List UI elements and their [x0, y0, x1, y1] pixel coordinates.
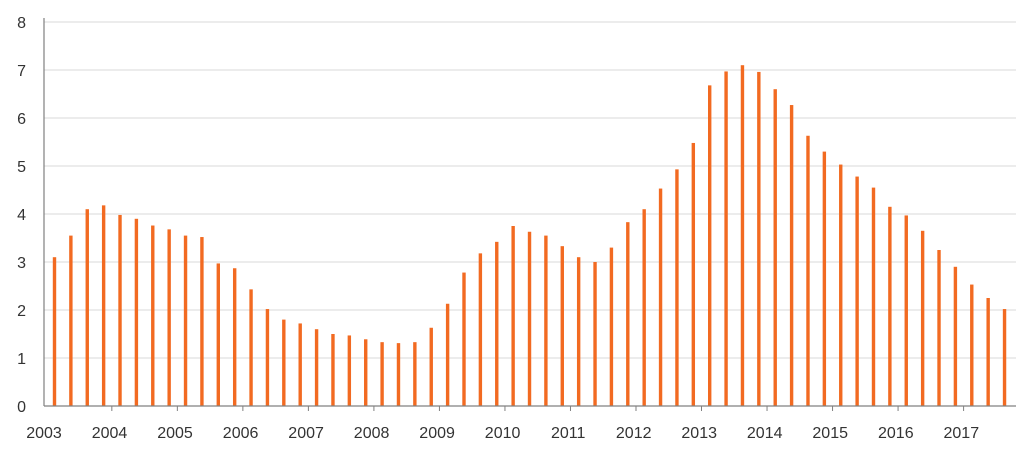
- y-tick-label: 1: [17, 351, 26, 368]
- bar: [560, 246, 564, 406]
- bar: [986, 298, 990, 406]
- x-tick-label: 2017: [944, 425, 980, 442]
- y-tick-label: 7: [17, 63, 26, 80]
- bar: [265, 309, 270, 406]
- y-tick-label: 0: [17, 399, 26, 416]
- bars: [52, 65, 1007, 407]
- bar: [675, 169, 679, 406]
- x-axis-tick-labels: 2003 2004 2005 2006 2007 2008 2009 2010 2011 2012…: [26, 425, 979, 442]
- bar: [200, 237, 204, 406]
- bar: [576, 257, 581, 406]
- bar: [708, 85, 712, 407]
- bar: [167, 229, 171, 406]
- bar: [888, 206, 892, 406]
- bar: [970, 284, 974, 406]
- bar: [183, 235, 188, 406]
- x-tick-label: 2004: [92, 425, 128, 442]
- bar: [806, 135, 810, 406]
- bar: [118, 214, 122, 406]
- bar: [789, 105, 794, 406]
- bar: [609, 247, 614, 406]
- x-tick-label: 2009: [419, 425, 455, 442]
- bar: [314, 329, 319, 406]
- bar: [757, 71, 761, 407]
- bar: [364, 339, 368, 406]
- bar: [151, 225, 155, 406]
- x-tick-label: 2008: [354, 425, 390, 442]
- bar: [396, 343, 401, 406]
- bar: [593, 262, 597, 406]
- bar: [855, 176, 859, 406]
- bar: [511, 226, 515, 406]
- bar: [642, 209, 646, 406]
- bar: [822, 151, 827, 406]
- bar: [462, 272, 466, 406]
- bar: [1002, 309, 1007, 406]
- bar: [249, 289, 253, 406]
- bar: [101, 205, 106, 406]
- x-tick-label: 2006: [223, 425, 259, 442]
- y-tick-label: 3: [17, 255, 26, 272]
- bar: [658, 188, 663, 406]
- y-tick-label: 6: [17, 111, 26, 128]
- bar: [691, 142, 696, 406]
- bar: [773, 89, 777, 406]
- bar: [413, 342, 417, 406]
- x-tick-label: 2003: [26, 425, 62, 442]
- x-tick-label: 2014: [747, 425, 783, 442]
- x-tick-label: 2007: [288, 425, 324, 442]
- x-tick-label: 2010: [485, 425, 521, 442]
- bar: [527, 231, 532, 406]
- x-tick-label: 2016: [878, 425, 914, 442]
- bar: [953, 266, 958, 406]
- bar: [904, 215, 908, 406]
- bar: [920, 230, 925, 406]
- bar: [495, 241, 499, 406]
- bar: [724, 71, 728, 406]
- y-tick-label: 2: [17, 303, 26, 320]
- bar: [282, 319, 286, 406]
- x-tick-label: 2015: [812, 425, 848, 442]
- bar: [478, 253, 483, 406]
- bar: [69, 235, 73, 406]
- axes: [43, 18, 1016, 411]
- bar: [380, 342, 384, 406]
- y-tick-label: 5: [17, 159, 26, 176]
- bar: [298, 323, 302, 406]
- y-tick-label: 4: [17, 207, 26, 224]
- y-axis-tick-labels: 0 1 2 3 4 5 6 7 8: [17, 15, 26, 416]
- x-tick-label: 2012: [616, 425, 652, 442]
- bar: [445, 303, 450, 406]
- y-tick-label: 8: [17, 15, 26, 32]
- bar: [871, 187, 876, 406]
- bar: [85, 209, 89, 406]
- bar: [839, 164, 843, 406]
- bar: [429, 327, 433, 406]
- x-tick-label: 2005: [157, 425, 193, 442]
- bar: [331, 334, 335, 406]
- bar: [626, 222, 630, 406]
- bar: [52, 257, 57, 406]
- bar: [740, 65, 745, 406]
- x-tick-label: 2011: [551, 425, 586, 442]
- bar: [216, 263, 220, 406]
- bar: [232, 268, 237, 406]
- bar: [347, 335, 352, 406]
- bar: [134, 218, 139, 406]
- x-tick-label: 2013: [681, 425, 717, 442]
- bar: [937, 250, 941, 406]
- bar: [544, 235, 548, 406]
